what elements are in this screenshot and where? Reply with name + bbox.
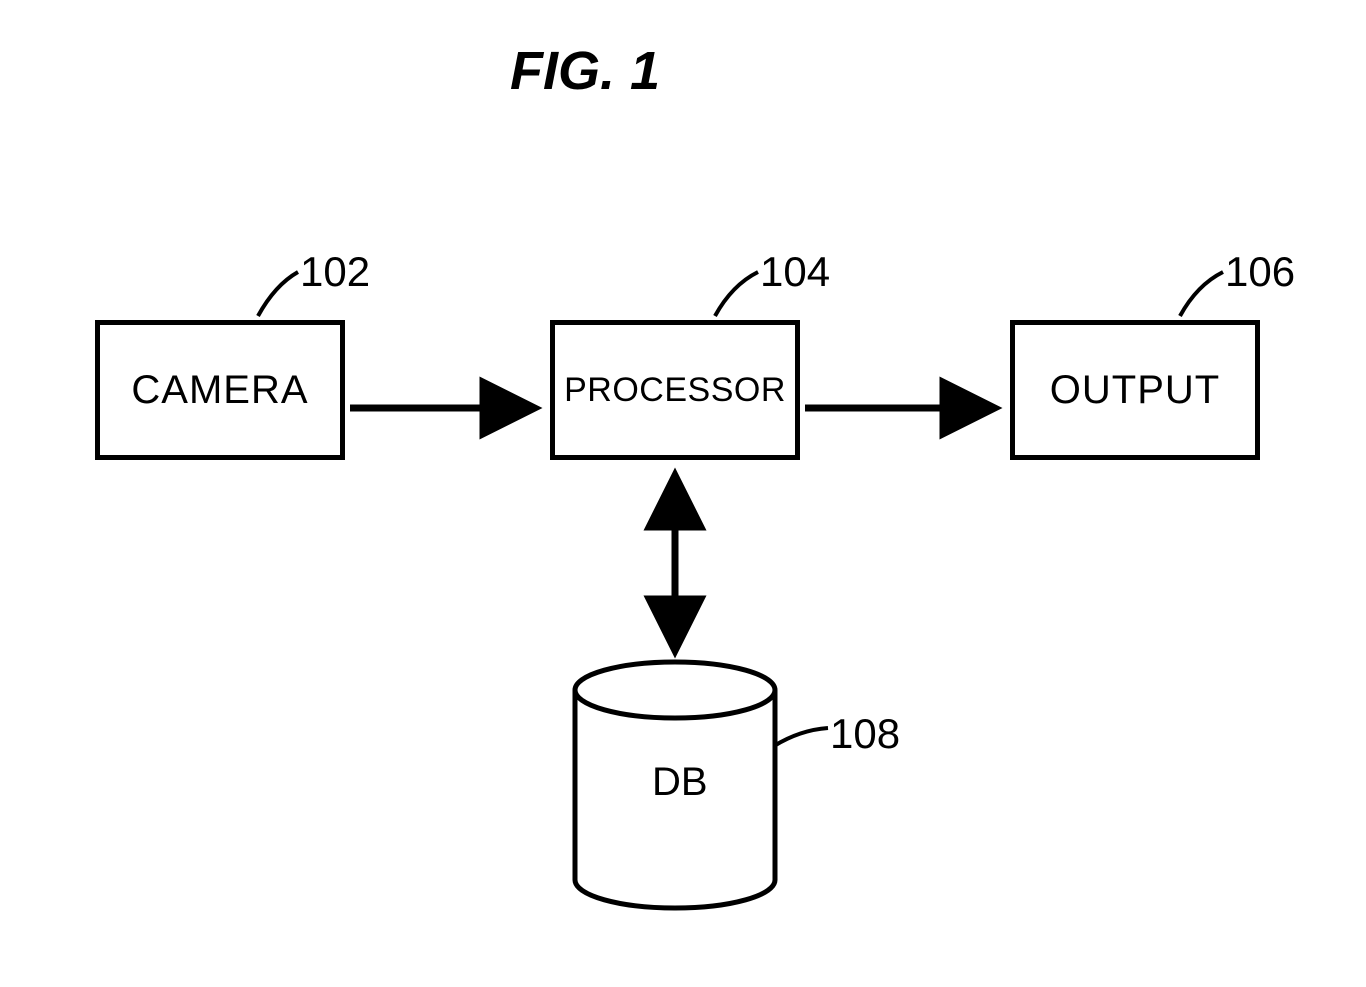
figure-canvas: FIG. 1 CAMERA PROCESSOR OUTPUT 102 104 1… [0,0,1366,987]
leader-output [1180,272,1223,316]
node-camera-label: CAMERA [131,368,308,413]
ref-camera: 102 [300,248,370,296]
ref-output: 106 [1225,248,1295,296]
leader-camera [258,272,298,316]
node-camera: CAMERA [95,320,345,460]
ref-processor: 104 [760,248,830,296]
ref-db: 108 [830,710,900,758]
node-output-label: OUTPUT [1050,368,1220,413]
leader-processor [715,272,758,316]
node-output: OUTPUT [1010,320,1260,460]
node-processor: PROCESSOR [550,320,800,460]
svg-overlay [0,0,1366,987]
node-db-label: DB [652,760,708,805]
leader-db [774,728,828,746]
figure-title: FIG. 1 [510,40,660,102]
node-processor-label: PROCESSOR [564,371,786,410]
